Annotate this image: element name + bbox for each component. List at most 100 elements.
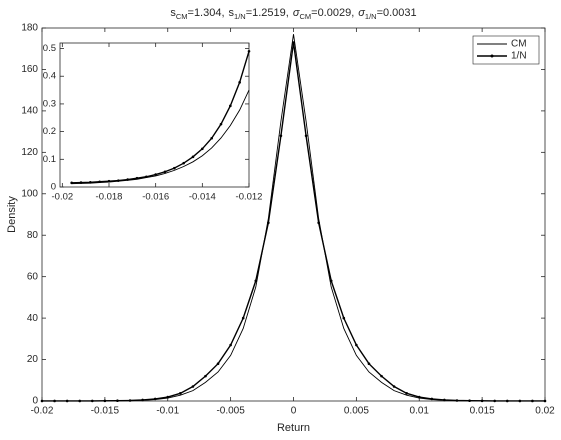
series-marker <box>329 279 333 283</box>
series-marker <box>417 395 421 399</box>
x-tick-label: -0.01 <box>156 406 179 417</box>
x-tick-label: 0.015 <box>470 406 495 417</box>
series-marker <box>128 399 132 402</box>
title-text: =1.304, <box>188 7 225 19</box>
x-tick-label: -0.012 <box>236 192 263 203</box>
series-line <box>71 51 250 184</box>
series-marker <box>173 166 176 170</box>
title-subscript: 1/N <box>365 12 377 21</box>
series-marker <box>154 173 157 176</box>
x-tick-label: 0.01 <box>410 406 430 417</box>
series-marker <box>65 399 69 403</box>
series-marker <box>210 136 213 140</box>
series-marker <box>126 178 129 181</box>
chart-title: sCM=1.304, s1/N=1.2519, σCM=0.0029, σ1/N=0.… <box>170 7 416 22</box>
series-marker <box>279 134 283 138</box>
y-tick-label: 0.1 <box>43 154 56 165</box>
plot-area <box>59 42 250 188</box>
series-marker <box>229 104 232 108</box>
series-marker <box>141 398 144 402</box>
series-marker <box>166 395 170 399</box>
series-marker <box>254 279 258 283</box>
x-tick-label: -0.02 <box>31 406 54 417</box>
title-subscript: 1/N <box>234 12 246 21</box>
series-marker <box>79 181 83 184</box>
series-marker <box>380 374 383 378</box>
series-marker <box>480 399 484 403</box>
series-marker <box>392 385 396 388</box>
series-marker <box>216 362 220 366</box>
series-marker <box>163 170 167 174</box>
series-marker <box>98 180 101 184</box>
series-marker <box>40 399 44 403</box>
series-marker <box>304 134 308 138</box>
series-marker <box>493 399 497 403</box>
y-tick-label: 120 <box>21 147 38 158</box>
title-subscript: CM <box>176 12 188 21</box>
series-marker <box>204 374 207 378</box>
series-marker <box>191 385 195 388</box>
series-line <box>71 89 250 185</box>
series-marker <box>455 399 459 402</box>
x-tick-label: 0 <box>291 406 297 417</box>
title-symbol: s <box>229 7 235 19</box>
y-tick-label: 160 <box>21 64 38 75</box>
series-marker <box>182 161 185 165</box>
x-tick-label: -0.014 <box>189 192 216 203</box>
title-symbol: σ <box>293 7 300 19</box>
y-tick-label: 0.4 <box>43 71 56 82</box>
series-marker <box>145 175 148 179</box>
series-marker <box>70 181 73 185</box>
y-tick-label: 0.3 <box>43 98 56 109</box>
legend-label: CM <box>511 39 527 50</box>
y-tick-label: 20 <box>27 354 39 365</box>
series-marker <box>531 399 534 403</box>
series-marker <box>505 399 509 403</box>
title-subscript: CM <box>299 12 311 21</box>
legend-box <box>472 35 540 65</box>
y-tick-label: 40 <box>27 313 39 324</box>
series-marker <box>191 155 195 159</box>
series-marker <box>241 316 245 320</box>
x-tick-label: -0.018 <box>96 192 123 203</box>
title-text: =0.0031 <box>377 7 417 19</box>
series-marker <box>405 392 408 395</box>
series-marker <box>443 398 446 402</box>
series-marker <box>116 399 119 403</box>
x-tick-label: -0.015 <box>91 406 120 417</box>
series-marker <box>201 147 204 151</box>
series-marker <box>292 41 295 44</box>
x-tick-label: 0.005 <box>344 406 369 417</box>
x-axis-label: Return <box>277 422 310 434</box>
series-marker <box>117 179 120 182</box>
legend-label: 1/N <box>511 51 527 62</box>
title-symbol: σ <box>358 7 365 19</box>
series-marker <box>518 399 522 403</box>
y-axis-label: Density <box>6 196 18 233</box>
y-tick-label: 60 <box>27 271 39 282</box>
x-tick-label: -0.005 <box>216 406 245 417</box>
y-tick-label: 100 <box>21 188 38 199</box>
y-tick-label: 0.2 <box>43 126 56 137</box>
series-marker <box>179 392 182 395</box>
y-tick-label: 0 <box>32 396 38 407</box>
x-tick-label: -0.016 <box>142 192 169 203</box>
series-marker <box>430 397 434 401</box>
series-marker <box>238 81 241 84</box>
y-tick-label: 80 <box>27 230 39 241</box>
series-marker <box>135 176 139 180</box>
series-marker <box>543 399 547 403</box>
title-text: =0.0029, <box>311 7 354 19</box>
series-marker <box>267 221 270 225</box>
series-marker <box>468 399 471 403</box>
series-marker <box>107 179 111 183</box>
y-tick-label: 140 <box>21 106 38 117</box>
series-marker <box>247 50 251 53</box>
series-marker <box>78 399 82 403</box>
series-marker <box>229 343 232 347</box>
series-marker <box>342 316 346 320</box>
series-marker <box>89 180 92 184</box>
series-marker <box>53 399 56 403</box>
series-marker <box>103 399 107 403</box>
